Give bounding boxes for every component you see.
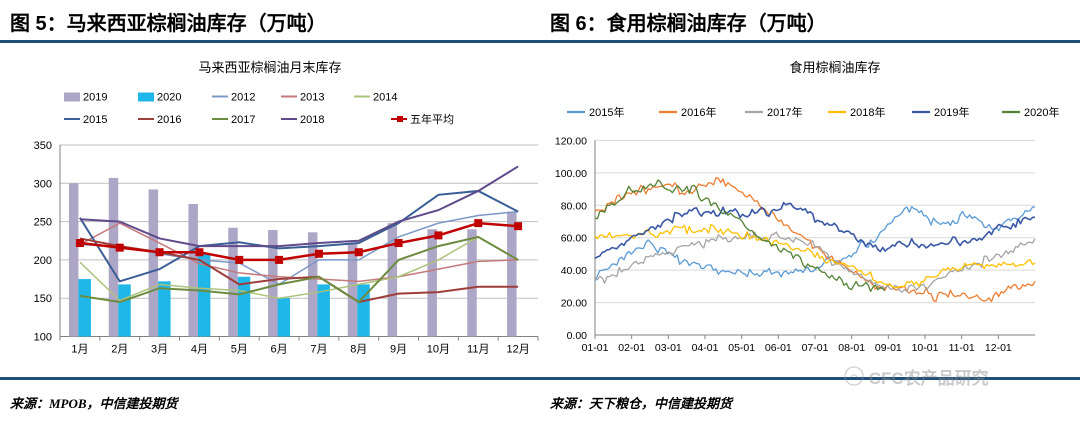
svg-text:05-01: 05-01	[728, 342, 755, 354]
svg-text:2016: 2016	[157, 114, 181, 126]
svg-text:12-01: 12-01	[985, 342, 1012, 354]
svg-text:100: 100	[34, 332, 52, 344]
svg-text:2016年: 2016年	[681, 105, 716, 119]
svg-text:350: 350	[34, 140, 52, 152]
svg-text:01-01: 01-01	[582, 342, 609, 354]
svg-text:09-01: 09-01	[875, 342, 902, 354]
svg-text:2月: 2月	[111, 344, 128, 356]
svg-text:07-01: 07-01	[802, 342, 829, 354]
svg-text:8月: 8月	[350, 344, 367, 356]
svg-text:2019: 2019	[83, 92, 107, 104]
svg-text:80.00: 80.00	[561, 200, 587, 212]
svg-text:9月: 9月	[390, 344, 407, 356]
svg-text:3月: 3月	[151, 344, 168, 356]
svg-text:1月: 1月	[71, 344, 88, 356]
svg-text:02-01: 02-01	[618, 342, 645, 354]
svg-text:120.00: 120.00	[555, 135, 587, 147]
svg-text:11月: 11月	[467, 344, 489, 356]
svg-text:10月: 10月	[427, 344, 450, 356]
svg-text:2019年: 2019年	[934, 105, 969, 119]
svg-text:6月: 6月	[271, 344, 288, 356]
svg-text:100.00: 100.00	[555, 168, 587, 180]
svg-text:2015年: 2015年	[589, 105, 624, 119]
svg-text:60.00: 60.00	[561, 233, 587, 245]
svg-text:20.00: 20.00	[561, 298, 587, 310]
svg-text:200: 200	[34, 255, 52, 267]
svg-text:五年平均: 五年平均	[410, 112, 454, 126]
svg-text:150: 150	[34, 293, 52, 305]
svg-text:250: 250	[34, 217, 52, 229]
svg-text:2014: 2014	[373, 92, 397, 104]
svg-text:2015: 2015	[83, 114, 107, 126]
svg-text:2020: 2020	[157, 92, 181, 104]
svg-text:0.00: 0.00	[567, 330, 588, 342]
svg-text:40.00: 40.00	[561, 265, 587, 277]
svg-text:4月: 4月	[191, 344, 208, 356]
svg-text:03-01: 03-01	[655, 342, 682, 354]
svg-text:2018年: 2018年	[850, 105, 885, 119]
svg-text:06-01: 06-01	[765, 342, 792, 354]
svg-text:马来西亚棕榈油月末库存: 马来西亚棕榈油月末库存	[198, 60, 341, 75]
svg-text:2018: 2018	[300, 114, 324, 126]
svg-text:2017: 2017	[231, 114, 255, 126]
svg-text:2013: 2013	[300, 92, 324, 104]
svg-text:2020年: 2020年	[1024, 105, 1059, 119]
svg-text:04-01: 04-01	[692, 342, 719, 354]
svg-text:7月: 7月	[310, 344, 327, 356]
svg-text:10-01: 10-01	[912, 342, 939, 354]
svg-text:2017年: 2017年	[767, 105, 802, 119]
svg-text:食用棕榈油库存: 食用棕榈油库存	[789, 60, 880, 75]
svg-text:12月: 12月	[506, 344, 529, 356]
svg-text:5月: 5月	[231, 344, 248, 356]
svg-text:300: 300	[34, 178, 52, 190]
svg-text:11-01: 11-01	[949, 342, 975, 354]
svg-text:2012: 2012	[231, 92, 255, 104]
svg-text:08-01: 08-01	[838, 342, 865, 354]
